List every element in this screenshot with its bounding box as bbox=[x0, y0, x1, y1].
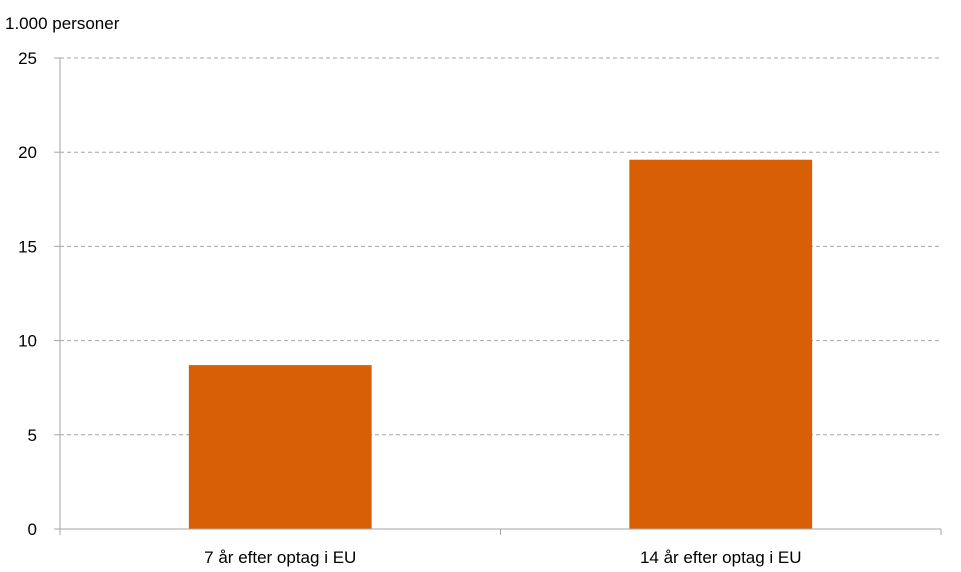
y-tick-label-0: 0 bbox=[28, 520, 37, 539]
y-tick-label-3: 15 bbox=[18, 237, 37, 256]
y-tick-label-5: 25 bbox=[18, 49, 37, 68]
axes bbox=[54, 57, 942, 535]
y-tick-label-4: 20 bbox=[18, 143, 37, 162]
y-tick-labels: 0 5 10 15 20 25 bbox=[18, 49, 37, 539]
x-tick-label-0: 7 år efter optag i EU bbox=[204, 548, 356, 567]
bars bbox=[188, 159, 813, 529]
bar-0 bbox=[188, 365, 372, 529]
x-tick-labels: 7 år efter optag i EU 14 år efter optag i… bbox=[204, 548, 801, 567]
x-tick-label-1: 14 år efter optag i EU bbox=[640, 548, 802, 567]
y-axis-unit-label: 1.000 personer bbox=[5, 14, 120, 33]
y-tick-label-2: 10 bbox=[18, 332, 37, 351]
y-tick-label-1: 5 bbox=[28, 426, 37, 445]
bar-1 bbox=[629, 159, 813, 529]
